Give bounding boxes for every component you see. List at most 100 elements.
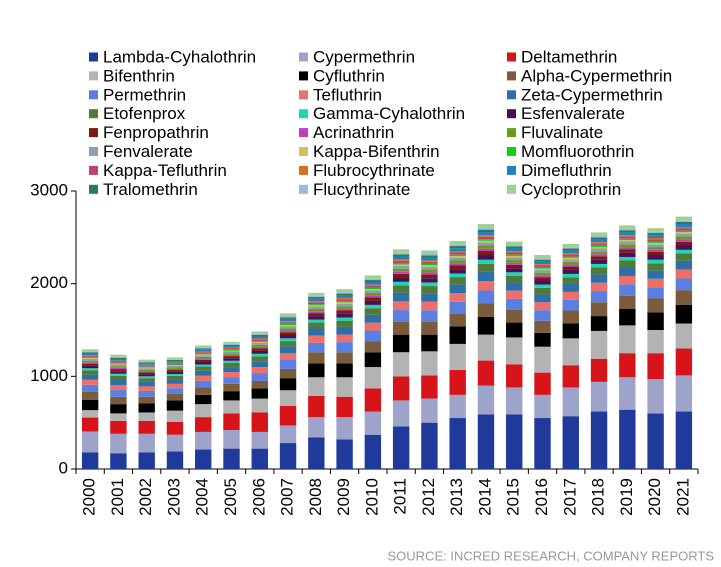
bar-segment xyxy=(138,372,155,375)
bar-segment xyxy=(590,259,608,264)
bar-segment xyxy=(534,258,551,260)
bar-segment xyxy=(449,301,466,314)
y-tick-label: 2000 xyxy=(30,273,68,292)
bar-segment xyxy=(590,316,608,331)
bar-segment xyxy=(81,368,99,371)
bar-segment xyxy=(251,338,268,340)
bar-segment xyxy=(562,273,579,278)
bar-segment xyxy=(477,290,495,304)
bar-segment xyxy=(81,351,99,353)
bar-segment xyxy=(590,251,608,255)
bar-segment xyxy=(421,261,438,264)
bar-segment xyxy=(619,238,636,241)
bar-segment xyxy=(166,451,184,469)
legend-swatch xyxy=(507,128,516,138)
x-tick-label: 2013 xyxy=(447,478,466,516)
bar-segment xyxy=(364,352,382,368)
legend-label: Tefluthrin xyxy=(313,85,382,104)
bar-segment xyxy=(619,252,636,257)
bar-segment xyxy=(590,282,608,292)
bar-segment xyxy=(166,374,184,376)
bar-segment xyxy=(647,255,664,260)
bar-segment xyxy=(308,377,325,396)
bar-segment xyxy=(449,293,466,302)
bar-segment xyxy=(166,360,184,362)
legend-swatch xyxy=(89,52,98,62)
bar-segment xyxy=(477,228,495,230)
bar-segment xyxy=(534,418,551,469)
bar-segment xyxy=(336,363,353,378)
bar-segment xyxy=(364,280,382,282)
bar-segment xyxy=(336,297,353,300)
bar-segment xyxy=(392,273,410,278)
bar-segment xyxy=(81,370,99,375)
bar-segment xyxy=(166,367,184,369)
legend-swatch xyxy=(89,109,98,119)
bar-segment xyxy=(590,235,608,238)
bar-segment xyxy=(110,380,127,386)
bar-segment xyxy=(336,313,353,318)
bar-segment xyxy=(81,352,99,354)
bar-segment xyxy=(449,251,466,253)
bar-segment xyxy=(534,277,551,281)
bar-segment xyxy=(392,277,410,282)
bar-segment xyxy=(81,417,99,432)
bar-segment xyxy=(647,233,664,236)
bar-segment xyxy=(477,229,495,233)
bar-segment xyxy=(506,387,523,415)
bar-segment xyxy=(449,394,466,419)
bar-segment xyxy=(392,259,410,261)
legend-swatch xyxy=(507,165,516,175)
x-tick-label: 2003 xyxy=(164,478,183,516)
bar-segment xyxy=(477,303,495,318)
bar-segment xyxy=(562,243,579,248)
bar-segment xyxy=(392,292,410,302)
legend-swatch xyxy=(299,128,308,138)
bar-segment xyxy=(195,348,212,350)
bar-segment xyxy=(506,262,523,265)
bar-segment xyxy=(421,321,438,335)
bar-segment xyxy=(619,256,636,261)
legend-swatch xyxy=(299,109,308,119)
bar-segment xyxy=(251,367,268,374)
bar-segment xyxy=(251,331,268,334)
bar-segment xyxy=(110,359,127,361)
bar-segment xyxy=(477,235,495,237)
bar-segment xyxy=(534,259,551,262)
bar-segment xyxy=(166,368,184,371)
bar-segment xyxy=(619,284,636,296)
bar-segment xyxy=(590,243,608,246)
bar-segment xyxy=(195,355,212,357)
bar-segment xyxy=(477,248,495,252)
bar-segment xyxy=(223,383,240,392)
bar-segment xyxy=(223,362,240,368)
bar-segment xyxy=(195,361,212,365)
bar-segment xyxy=(166,393,184,401)
bar-segment xyxy=(308,352,325,364)
bar-segment xyxy=(110,371,127,374)
bar-segment xyxy=(166,400,184,411)
bar-segment xyxy=(308,304,325,306)
bar-segment xyxy=(647,247,664,250)
bar-segment xyxy=(534,264,551,266)
bar-segment xyxy=(195,356,212,359)
legend-swatch xyxy=(507,52,516,62)
bar-segment xyxy=(449,257,466,261)
bar-segment xyxy=(279,443,297,469)
bar-segment xyxy=(590,242,608,244)
bar-segment xyxy=(619,260,636,268)
bar-segment xyxy=(477,385,495,415)
bar-segment xyxy=(138,433,155,453)
bar-segment xyxy=(675,245,693,250)
bar-segment xyxy=(619,325,636,354)
bar-segment xyxy=(251,346,268,349)
bar-segment xyxy=(110,404,127,414)
bar-segment xyxy=(251,339,268,341)
bar-segment xyxy=(506,290,523,299)
bar-segment xyxy=(279,326,297,329)
bar-segment xyxy=(562,291,579,300)
bar-segment xyxy=(364,278,382,281)
bar-segment xyxy=(336,417,353,440)
bar-segment xyxy=(449,260,466,264)
bar-segment xyxy=(590,256,608,260)
